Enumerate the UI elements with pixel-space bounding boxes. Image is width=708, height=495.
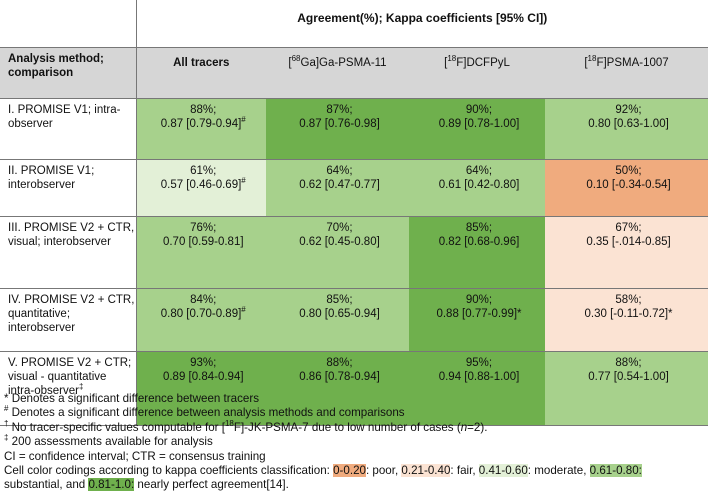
- footnote-hash: # Denotes a significant difference betwe…: [4, 404, 405, 420]
- legend-near-perfect: 0.81-1.0:: [88, 478, 135, 492]
- legend-substantial: 0.61-0.80:: [589, 464, 642, 478]
- method-label: III. PROMISE V2 + CTR, visual; interobse…: [0, 216, 137, 289]
- table-row: IV. PROMISE V2 + CTR, quantitative; inte…: [0, 288, 708, 352]
- legend-poor: 0-0.20: [333, 464, 366, 478]
- color-legend-cont: substantial, and 0.81-1.0: nearly perfec…: [4, 478, 289, 492]
- kappa-table: Agreement(%); Kappa coefficients [95% CI…: [0, 0, 708, 426]
- table-cell: 85%; 0.82 [0.68-0.96]: [409, 216, 545, 289]
- table-cell: 84%; 0.80 [0.70-0.89]#: [136, 288, 266, 352]
- method-label: IV. PROMISE V2 + CTR, quantitative; inte…: [0, 288, 137, 352]
- table-cell: 93%; 0.89 [0.84-0.94]: [136, 351, 266, 426]
- table-cell: 92%; 0.80 [0.63-1.00]: [545, 98, 708, 160]
- table-cell: 90%; 0.89 [0.78-1.00]: [409, 98, 545, 160]
- table-cell: 85%; 0.80 [0.65-0.94]: [266, 288, 409, 352]
- table-cell: 90%; 0.88 [0.77-0.99]*: [409, 288, 545, 352]
- table-cell: 58%; 0.30 [-0.11-0.72]*: [545, 288, 708, 352]
- legend-fair: 0.21-0.40: [401, 464, 451, 478]
- table-row: V. PROMISE V2 + CTR; visual - quantitati…: [0, 351, 708, 426]
- method-header: Analysis method; comparison: [0, 47, 137, 99]
- table-cell: 67%; 0.35 [-.014-0.85]: [545, 216, 708, 289]
- footnote-ddagger: ‡ 200 assessments available for analysis: [4, 433, 213, 449]
- footnote-star: * Denotes a significant difference betwe…: [4, 392, 259, 405]
- method-label: II. PROMISE V1; interobserver: [0, 159, 137, 217]
- table-cell: 64%; 0.61 [0.42-0.80]: [409, 159, 545, 217]
- table-cell: 88%; 0.77 [0.54-1.00]: [545, 351, 708, 426]
- table-cell: 64%; 0.62 [0.47-0.77]: [266, 159, 409, 217]
- table-cell: 88%; 0.87 [0.79-0.94]#: [136, 98, 266, 160]
- table-row: II. PROMISE V1; interobserver 61%; 0.57 […: [0, 159, 708, 217]
- column-header-row: Analysis method; comparison All tracers …: [0, 47, 708, 99]
- table-row: I. PROMISE V1; intra-observer 88%; 0.87 […: [0, 98, 708, 160]
- color-legend: Cell color codings according to kappa co…: [4, 464, 642, 478]
- footnote-abbreviations: CI = confidence interval; CTR = consensu…: [4, 449, 266, 463]
- col-header-ga-psma-11: [68Ga]Ga-PSMA-11: [266, 47, 409, 99]
- footnotes: * Denotes a significant difference betwe…: [4, 392, 704, 493]
- table-cell: 61%; 0.57 [0.46-0.69]#: [136, 159, 266, 217]
- agreement-header-row: Agreement(%); Kappa coefficients [95% CI…: [0, 0, 708, 48]
- blank-corner: [0, 0, 137, 48]
- table-cell: 87%; 0.87 [0.76-0.98]: [266, 98, 409, 160]
- table-cell: 50%; 0.10 [-0.34-0.54]: [545, 159, 708, 217]
- table-cell: 95%; 0.94 [0.88-1.00]: [409, 351, 545, 426]
- table-cell: 76%; 0.70 [0.59-0.81]: [136, 216, 266, 289]
- table-cell: 88%; 0.86 [0.78-0.94]: [266, 351, 409, 426]
- col-header-dcfpyl: [18F]DCFPyL: [409, 47, 545, 99]
- col-header-psma-1007: [18F]PSMA-1007: [545, 47, 708, 99]
- table-row: III. PROMISE V2 + CTR, visual; interobse…: [0, 216, 708, 289]
- agreement-title: Agreement(%); Kappa coefficients [95% CI…: [297, 11, 548, 25]
- table-cell: 70%; 0.62 [0.45-0.80]: [266, 216, 409, 289]
- method-label: V. PROMISE V2 + CTR; visual - quantitati…: [0, 351, 137, 426]
- footnote-dagger: † No tracer-specific values computable f…: [4, 418, 488, 434]
- method-label: I. PROMISE V1; intra-observer: [0, 98, 137, 160]
- legend-moderate: 0.41-0.60: [478, 464, 528, 478]
- col-header-all-tracers: All tracers: [136, 47, 266, 99]
